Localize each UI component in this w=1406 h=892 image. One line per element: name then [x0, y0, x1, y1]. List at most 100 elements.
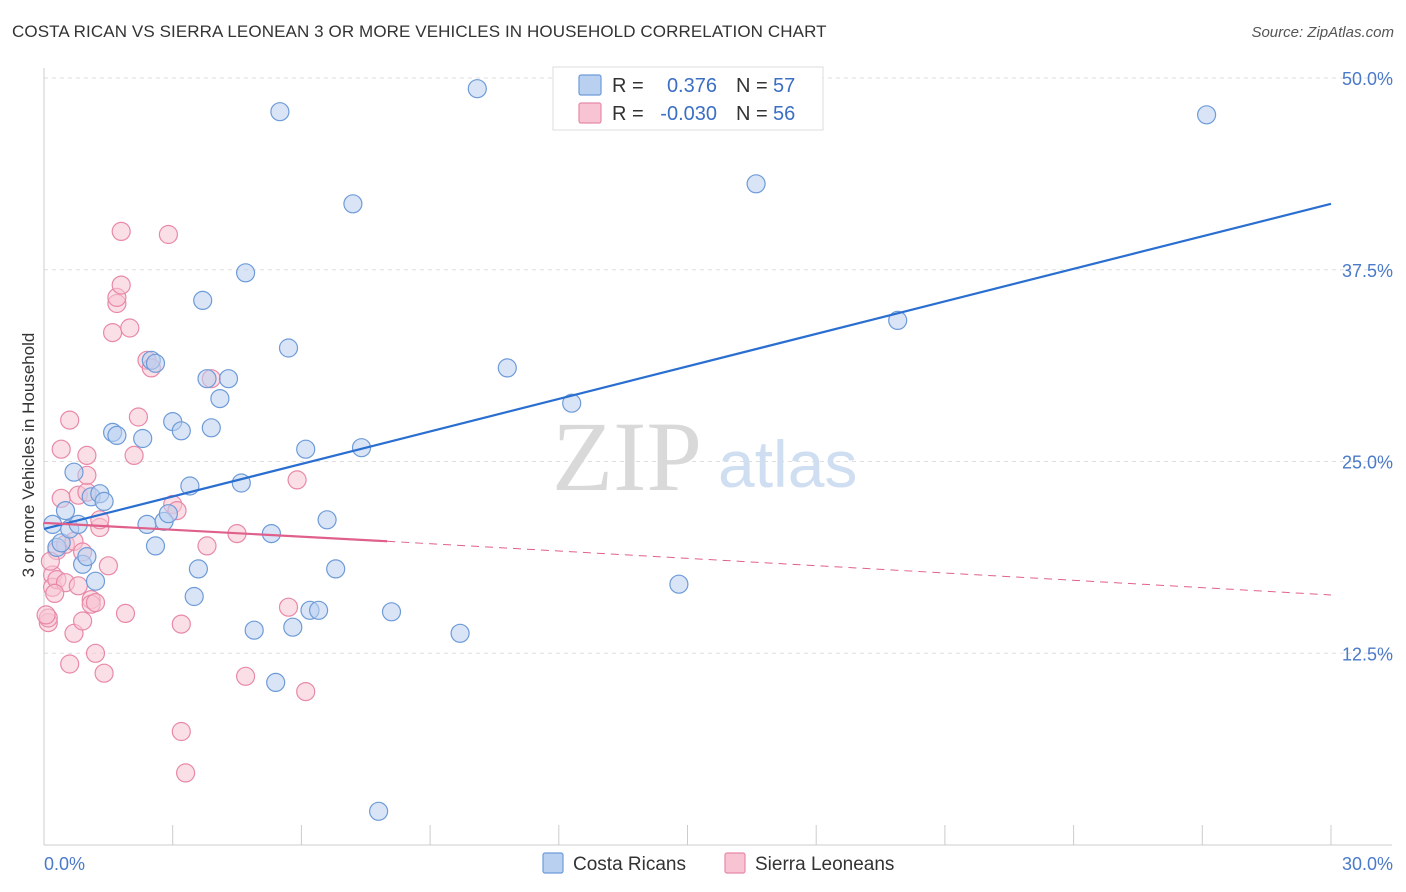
legend: R = 0.376 N = 57 R = -0.030 N = 56 [552, 66, 824, 131]
grid [44, 77, 1392, 654]
legend-n-value-1: 57 [773, 75, 795, 97]
bottom-legend-costa-ricans: Costa Ricans [573, 854, 686, 875]
x-tick-label-0: 0.0% [44, 854, 85, 874]
x-tick-label-1: 30.0% [1342, 854, 1393, 874]
costa-rican-point-49 [450, 623, 470, 643]
sierra-leonean-trend-line-dashed [387, 540, 1332, 596]
sierra-leonean-point-28 [98, 556, 119, 576]
costa-rican-point-44 [326, 559, 346, 579]
chart-title: COSTA RICAN VS SIERRA LEONEAN 3 OR MORE … [12, 22, 827, 41]
costa-rican-point-47 [369, 801, 389, 821]
costa-rican-point-25 [184, 586, 204, 607]
sierra-leonean-point-14 [68, 576, 88, 596]
costa-rican-point-5 [64, 462, 84, 482]
sierra-leonean-point-49 [236, 666, 256, 686]
sierra-leonean-point-35 [120, 318, 140, 338]
legend-swatch-sierra-leoneans [578, 102, 602, 124]
costa-rican-point-17 [145, 353, 166, 373]
costa-rican-point-14 [107, 425, 127, 445]
sierra-leonean-point-55 [45, 583, 65, 604]
costa-rican-point-51 [497, 358, 517, 378]
data-points [36, 79, 1217, 821]
costa-rican-point-33 [236, 263, 256, 283]
sierra-leonean-point-17 [72, 611, 93, 631]
sierra-leonean-trend-line [43, 521, 388, 543]
sierra-leonean-point-19 [77, 445, 97, 465]
costa-rican-point-43 [317, 510, 337, 530]
costa-rican-point-55 [888, 310, 908, 330]
source-label: Source: ZipAtlas.com [1251, 24, 1394, 41]
costa-rican-point-38 [278, 338, 299, 358]
sierra-leonean-point-46 [197, 536, 217, 556]
costa-rican-point-28 [197, 369, 217, 389]
costa-rican-point-37 [270, 102, 290, 122]
costa-rican-point-29 [201, 418, 221, 438]
costa-rican-point-27 [193, 290, 213, 310]
legend-n-value-2: 56 [773, 103, 795, 125]
costa-rican-point-40 [296, 439, 316, 459]
legend-r-label-1: R = [612, 75, 644, 97]
sierra-leonean-point-53 [36, 605, 56, 625]
costa-rican-point-18 [137, 514, 157, 535]
costa-rican-point-34 [244, 620, 264, 640]
costa-rican-point-45 [343, 194, 363, 214]
costa-rican-point-39 [283, 617, 303, 637]
costa-rican-point-36 [266, 672, 286, 693]
sierra-leonean-point-33 [111, 221, 131, 241]
costa-rican-point-8 [77, 546, 97, 567]
sierra-leonean-point-51 [287, 470, 307, 490]
watermark-atlas: atlas [718, 427, 857, 501]
trend-lines [43, 202, 1332, 596]
sierra-leonean-point-27 [94, 663, 114, 683]
sierra-leonean-point-45 [176, 763, 196, 783]
costa-rican-point-53 [669, 574, 689, 594]
costa-rican-point-23 [171, 421, 191, 441]
watermark-zip: ZIP [552, 401, 702, 512]
y-tick-label-2: 37.5% [1342, 261, 1393, 281]
costa-rican-point-15 [133, 428, 153, 449]
costa-rican-point-19 [145, 536, 166, 556]
costa-rican-point-48 [381, 602, 402, 622]
watermark: ZIP atlas [552, 401, 857, 512]
sierra-leonean-point-52 [296, 681, 316, 702]
legend-r-value-2: -0.030 [660, 103, 717, 125]
costa-rican-point-21 [158, 504, 178, 524]
sierra-leonean-point-11 [60, 410, 80, 430]
legend-n-label-2: N = [736, 103, 768, 125]
sierra-leonean-point-24 [85, 592, 106, 613]
sierra-leonean-point-6 [51, 439, 71, 459]
costa-rican-point-12 [94, 491, 114, 511]
legend-n-label-1: N = [736, 75, 768, 97]
bottom-legend-swatch-costa-ricans [542, 852, 564, 874]
costa-rican-point-26 [188, 559, 208, 579]
costa-rican-point-3 [55, 501, 76, 521]
costa-rican-point-30 [210, 389, 230, 409]
costa-rican-point-35 [261, 523, 281, 544]
y-tick-label-1: 25.0% [1342, 453, 1393, 473]
costa-rican-point-31 [218, 369, 239, 389]
costa-rican-point-52 [562, 393, 582, 413]
costa-rican-point-42 [309, 600, 329, 620]
legend-r-label-2: R = [612, 103, 644, 125]
y-tick-label-0: 12.5% [1342, 644, 1393, 664]
costa-rican-point-50 [467, 79, 487, 99]
sierra-leonean-point-34 [115, 603, 136, 624]
costa-rican-point-2 [51, 533, 71, 553]
legend-swatch-costa-ricans [578, 74, 602, 96]
bottom-legend-swatch-sierra-leoneans [724, 852, 746, 874]
costa-rican-point-10 [85, 571, 106, 591]
legend-r-value-1: 0.376 [667, 75, 717, 97]
costa-rican-trend-line [43, 202, 1332, 531]
costa-rican-point-56 [1196, 105, 1217, 125]
sierra-leonean-point-50 [278, 597, 299, 617]
y-tick-label-3: 50.0% [1342, 69, 1393, 89]
bottom-legend: Costa Ricans Sierra Leoneans [542, 852, 894, 875]
sierra-leonean-point-29 [102, 323, 123, 343]
sierra-leonean-point-44 [171, 721, 191, 742]
sierra-leonean-point-43 [171, 614, 191, 634]
costa-rican-point-54 [746, 174, 766, 194]
bottom-legend-sierra-leoneans: Sierra Leoneans [755, 854, 894, 875]
sierra-leonean-point-36 [124, 445, 144, 465]
sierra-leonean-point-23 [85, 643, 106, 663]
